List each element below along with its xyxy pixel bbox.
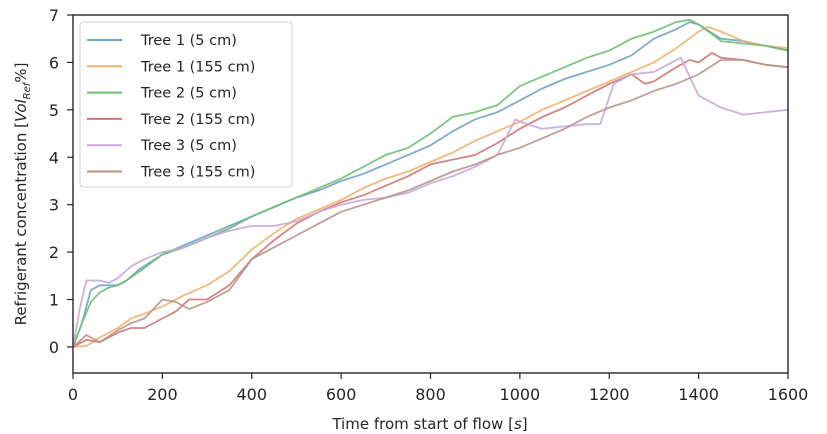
y-tick-label: 4 <box>49 148 59 167</box>
y-tick-label: 2 <box>49 243 59 262</box>
series-line-6 <box>73 59 788 348</box>
legend-label-1: Tree 1 (5 cm) <box>140 33 237 49</box>
series-layer <box>73 18 788 348</box>
x-tick-label: 400 <box>236 385 267 404</box>
legend-label-4: Tree 2 (155 cm) <box>140 112 255 128</box>
x-axis-label: Time from start of flow [s] <box>331 415 527 433</box>
legend-label-3: Tree 2 (5 cm) <box>140 86 237 102</box>
legend-label-6: Tree 3 (155 cm) <box>140 165 255 181</box>
y-tick-label: 3 <box>49 196 59 215</box>
x-axis: 0 200 400 600 800 1000 1200 1400 1600 <box>68 373 808 404</box>
series-line-3 <box>73 18 788 348</box>
x-tick-label: 1000 <box>500 385 541 404</box>
series-line-5 <box>73 56 788 348</box>
x-tick-label: 1600 <box>768 385 809 404</box>
legend-label-5: Tree 3 (5 cm) <box>140 138 237 154</box>
legend-label-2: Tree 1 (155 cm) <box>140 59 255 75</box>
y-tick-label: 7 <box>49 6 59 25</box>
y-axis: 0 1 2 3 4 5 6 7 <box>49 6 73 357</box>
y-tick-label: 1 <box>49 291 59 310</box>
x-tick-label: 200 <box>147 385 178 404</box>
y-tick-label: 0 <box>49 338 59 357</box>
x-tick-label: 0 <box>68 385 78 404</box>
x-tick-label: 600 <box>326 385 357 404</box>
series-line-2 <box>73 26 788 348</box>
series-line-4 <box>73 52 788 348</box>
x-tick-label: 1200 <box>589 385 630 404</box>
x-tick-label: 1400 <box>678 385 719 404</box>
y-axis-label: Refrigerant concentration [VolRef%] <box>12 63 33 326</box>
legend-frame <box>79 21 293 188</box>
y-tick-label: 5 <box>49 101 59 120</box>
x-tick-label: 800 <box>415 385 446 404</box>
y-tick-label: 6 <box>49 53 59 72</box>
legend: Tree 1 (5 cm) Tree 1 (155 cm) Tree 2 (5 cm… <box>79 21 293 188</box>
